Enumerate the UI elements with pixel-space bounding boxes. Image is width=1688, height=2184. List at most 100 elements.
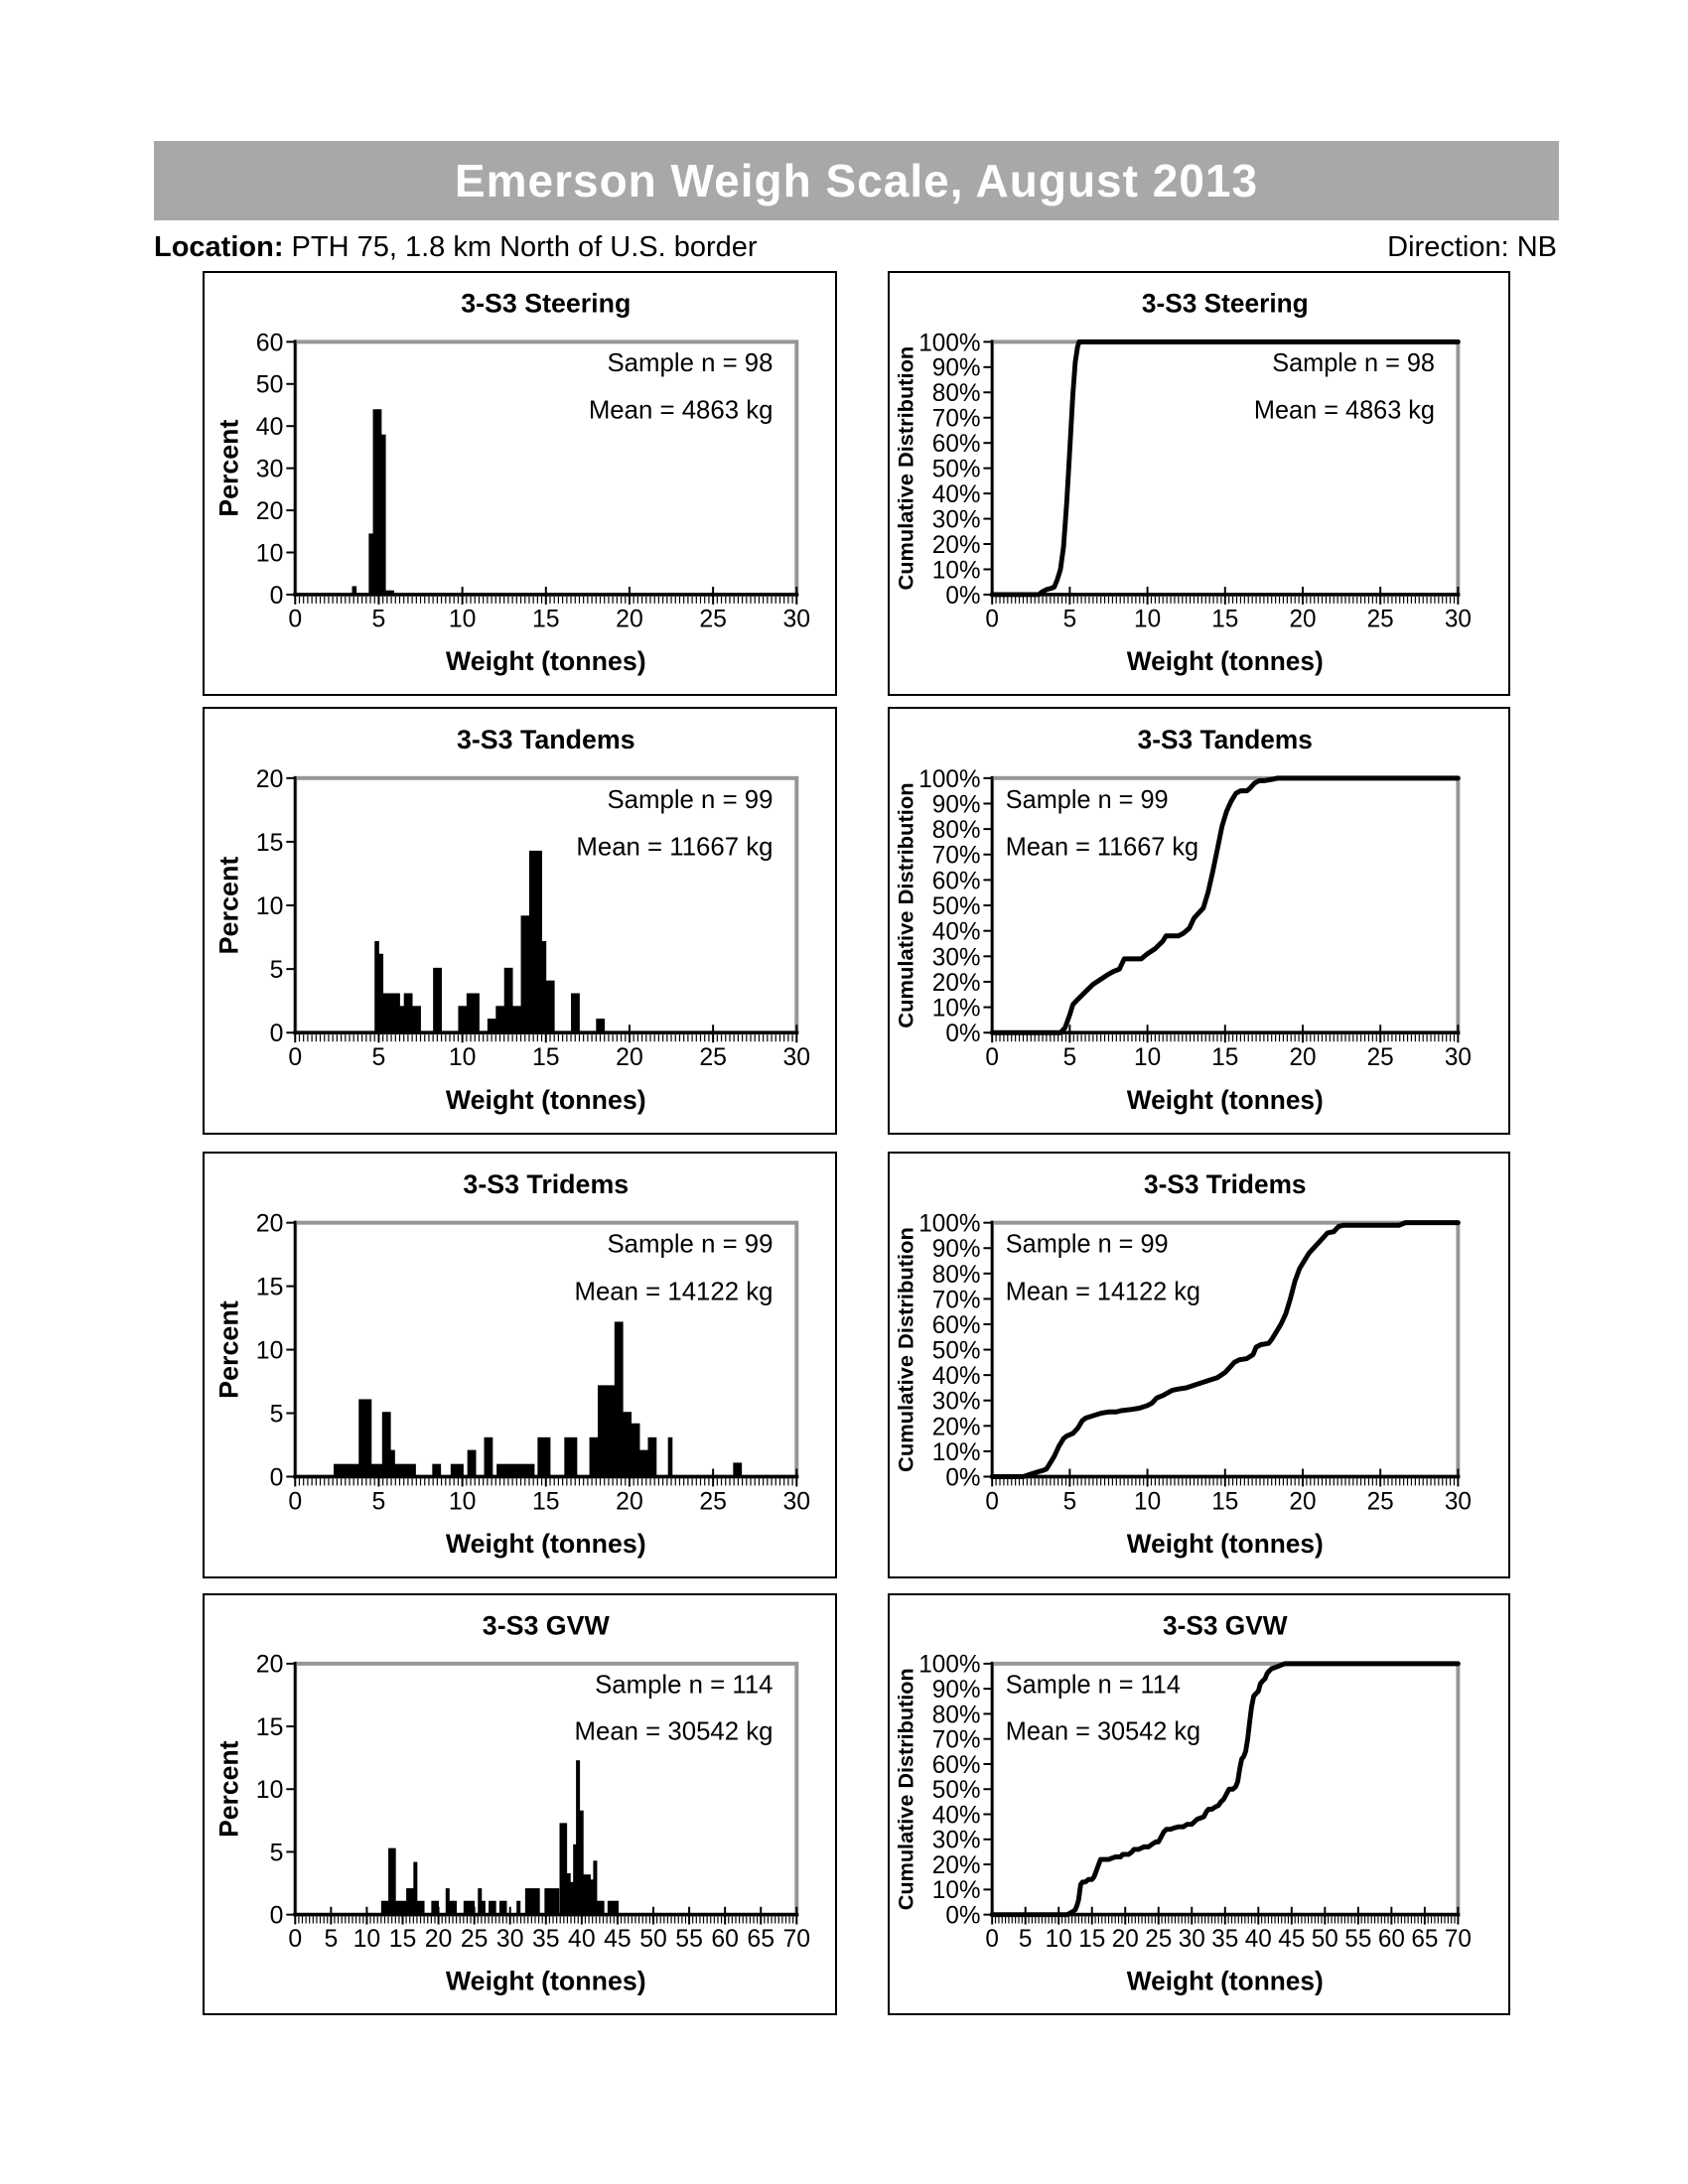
gvw-histogram-chart: 3-S3 GVW 0 5 10 15 20 25 30 35 40 45 50 55 60 65 70 0 5 10…	[203, 1593, 837, 2015]
report-title: Emerson Weigh Scale, August 2013	[454, 155, 1259, 206]
svg-text:30: 30	[783, 607, 811, 633]
svg-text:50%: 50%	[932, 893, 981, 920]
svg-text:Sample n = 98: Sample n = 98	[607, 349, 773, 377]
svg-text:50%: 50%	[932, 1337, 981, 1364]
svg-text:10%: 10%	[932, 1877, 981, 1904]
svg-text:30: 30	[783, 1043, 811, 1071]
svg-text:35: 35	[532, 1926, 560, 1953]
svg-text:0: 0	[985, 606, 999, 632]
svg-text:0: 0	[270, 583, 284, 610]
svg-text:Weight (tonnes): Weight (tonnes)	[446, 1085, 646, 1115]
svg-text:Mean = 30542 kg: Mean = 30542 kg	[575, 1718, 774, 1746]
svg-text:0: 0	[288, 1926, 302, 1953]
svg-text:90%: 90%	[932, 355, 981, 382]
svg-text:Mean = 11667 kg: Mean = 11667 kg	[576, 834, 773, 862]
svg-text:10: 10	[256, 892, 284, 920]
svg-text:15: 15	[256, 1275, 284, 1301]
tridems-histogram-chart: 3-S3 Tridems 0 5 10 15 20 25 30 0 5 10 15 20 Sample n…	[203, 1152, 837, 1578]
svg-text:Weight (tonnes): Weight (tonnes)	[446, 1529, 646, 1559]
svg-text:0: 0	[270, 1903, 284, 1930]
svg-text:Mean = 14122 kg: Mean = 14122 kg	[574, 1278, 773, 1305]
svg-text:30: 30	[1445, 606, 1472, 632]
svg-text:0: 0	[985, 1044, 999, 1071]
svg-text:Weight (tonnes): Weight (tonnes)	[446, 646, 646, 676]
svg-text:Percent: Percent	[214, 1740, 244, 1837]
svg-text:40: 40	[256, 414, 284, 441]
svg-text:3-S3 Tridems: 3-S3 Tridems	[463, 1169, 629, 1199]
svg-text:Cumulative Distribution: Cumulative Distribution	[894, 782, 918, 1027]
svg-text:Percent: Percent	[214, 1300, 244, 1399]
svg-text:Mean = 14122 kg: Mean = 14122 kg	[1006, 1278, 1200, 1305]
svg-text:0: 0	[985, 1926, 999, 1953]
svg-text:Weight (tonnes): Weight (tonnes)	[446, 1966, 646, 1995]
svg-text:90%: 90%	[932, 1677, 981, 1704]
svg-text:15: 15	[256, 1714, 284, 1741]
svg-text:10: 10	[256, 1777, 284, 1804]
svg-text:55: 55	[675, 1926, 703, 1953]
location-label: Location:	[154, 231, 284, 263]
svg-text:65: 65	[1411, 1926, 1438, 1953]
svg-text:25: 25	[699, 1488, 727, 1515]
svg-text:55: 55	[1344, 1926, 1371, 1953]
svg-text:70: 70	[783, 1926, 811, 1953]
svg-text:100%: 100%	[918, 330, 980, 356]
svg-text:30%: 30%	[932, 506, 981, 533]
svg-text:25: 25	[699, 607, 727, 633]
svg-text:20: 20	[1289, 1488, 1316, 1515]
svg-text:15: 15	[1211, 1044, 1238, 1071]
svg-text:20: 20	[1112, 1926, 1139, 1953]
svg-text:10%: 10%	[932, 1439, 981, 1466]
svg-text:20%: 20%	[932, 970, 981, 997]
tandems-histogram-chart: 3-S3 Tandems 0 5 10 15 20 25 30 0 5 10 15 20 Sample n…	[203, 707, 837, 1135]
svg-text:90%: 90%	[932, 1236, 981, 1263]
tridems-cdf-chart: 3-S3 Tridems 0 5 10 15 20 25 30 0% 10% 20% 30% 40% 50…	[888, 1152, 1510, 1578]
svg-text:25: 25	[1367, 1044, 1394, 1071]
svg-text:Sample n = 98: Sample n = 98	[1272, 349, 1435, 377]
tandems-cdf-chart: 3-S3 Tandems 0 5 10 15 20 25 30 0% 10% 20% 30% 40% 50…	[888, 707, 1510, 1135]
svg-text:Sample n = 99: Sample n = 99	[1006, 1230, 1169, 1258]
svg-text:Sample n = 99: Sample n = 99	[1006, 785, 1169, 813]
svg-text:15: 15	[532, 1488, 560, 1515]
svg-text:100%: 100%	[918, 1652, 980, 1679]
svg-text:5: 5	[1063, 606, 1077, 632]
svg-text:3-S3 Tandems: 3-S3 Tandems	[457, 725, 635, 754]
svg-text:80%: 80%	[932, 380, 981, 407]
location-value: PTH 75, 1.8 km North of U.S. border	[283, 231, 758, 263]
svg-text:20: 20	[256, 765, 284, 793]
svg-text:5: 5	[270, 956, 284, 984]
svg-text:60%: 60%	[932, 1312, 981, 1339]
svg-text:Weight (tonnes): Weight (tonnes)	[1127, 646, 1324, 676]
svg-text:Mean = 4863 kg: Mean = 4863 kg	[589, 397, 774, 425]
svg-text:Cumulative Distribution: Cumulative Distribution	[894, 1668, 917, 1910]
svg-text:15: 15	[1211, 606, 1238, 632]
svg-text:5: 5	[1019, 1926, 1033, 1953]
svg-text:0: 0	[270, 1464, 284, 1491]
svg-text:20: 20	[616, 1043, 643, 1071]
svg-text:0: 0	[288, 607, 302, 633]
svg-text:10: 10	[449, 607, 477, 633]
svg-text:15: 15	[532, 1043, 560, 1071]
svg-text:30%: 30%	[932, 944, 981, 971]
svg-text:70%: 70%	[932, 1726, 981, 1753]
svg-text:0%: 0%	[945, 1902, 980, 1929]
steering-cdf-chart: 3-S3 Steering 0 5 10 15 20 25 30 0% 10% 20% 30% 40% 5…	[888, 271, 1510, 696]
svg-text:15: 15	[1078, 1926, 1105, 1953]
svg-text:80%: 80%	[932, 817, 981, 844]
svg-text:60: 60	[1378, 1926, 1405, 1953]
svg-text:5: 5	[1063, 1488, 1077, 1515]
svg-text:70%: 70%	[932, 842, 981, 869]
svg-text:0%: 0%	[945, 583, 980, 610]
svg-text:100%: 100%	[918, 766, 980, 793]
steering-cdf-plot: 3-S3 Steering 0 5 10 15 20 25 30 0%10%20%30%40%5…	[894, 288, 1472, 676]
svg-text:3-S3 GVW: 3-S3 GVW	[483, 1610, 611, 1640]
svg-text:10: 10	[256, 1337, 284, 1364]
svg-text:3-S3 Tridems: 3-S3 Tridems	[1144, 1169, 1307, 1199]
svg-text:100%: 100%	[918, 1210, 980, 1237]
svg-text:Weight (tonnes): Weight (tonnes)	[1127, 1085, 1324, 1115]
svg-text:20%: 20%	[932, 1414, 981, 1440]
svg-text:20: 20	[256, 1211, 284, 1238]
svg-text:70: 70	[1445, 1926, 1472, 1953]
svg-text:45: 45	[604, 1926, 632, 1953]
svg-text:30: 30	[1445, 1488, 1472, 1515]
